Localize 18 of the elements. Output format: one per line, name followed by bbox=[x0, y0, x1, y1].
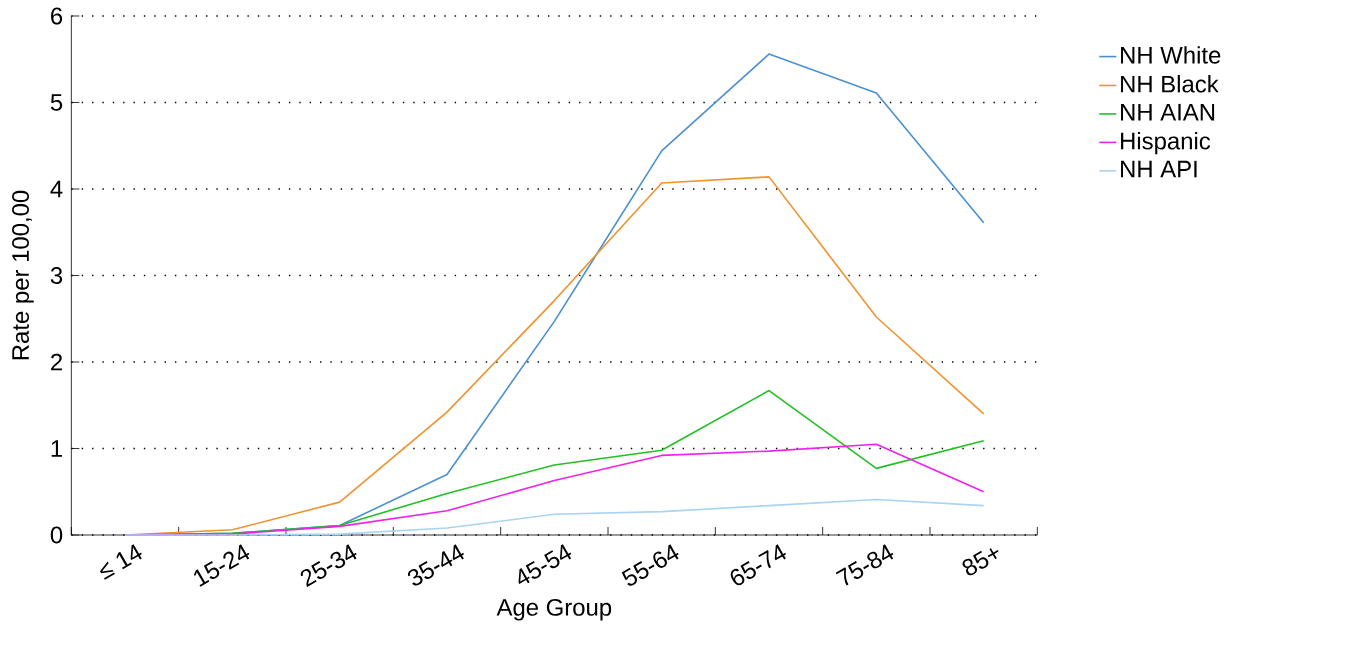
legend-label: NH White bbox=[1121, 46, 1221, 64]
legend-label: NH API bbox=[1121, 160, 1197, 178]
y-tick-label: 3 bbox=[50, 267, 63, 284]
y-tick-label: 6 bbox=[51, 7, 63, 25]
y-tick-label: 2 bbox=[51, 353, 62, 371]
x-tick-label: 45-54 bbox=[518, 544, 572, 584]
legend-label: NH AIAN bbox=[1121, 103, 1215, 121]
y-tick-label: 0 bbox=[50, 526, 63, 544]
x-axis-title: Age Group bbox=[496, 598, 612, 621]
x-tick-label: ≤ 14 bbox=[99, 544, 142, 580]
legend-label: Hispanic bbox=[1121, 131, 1211, 155]
line-series bbox=[124, 498, 985, 536]
y-tick-label: 5 bbox=[50, 94, 63, 111]
y-axis-title: Rate per 100,00 bbox=[12, 190, 34, 360]
legend-label: NH Black bbox=[1121, 75, 1219, 93]
y-tick-label: 4 bbox=[50, 180, 63, 198]
x-tick-label: 85+ bbox=[962, 548, 999, 576]
y-tick-label: 1 bbox=[51, 440, 62, 457]
